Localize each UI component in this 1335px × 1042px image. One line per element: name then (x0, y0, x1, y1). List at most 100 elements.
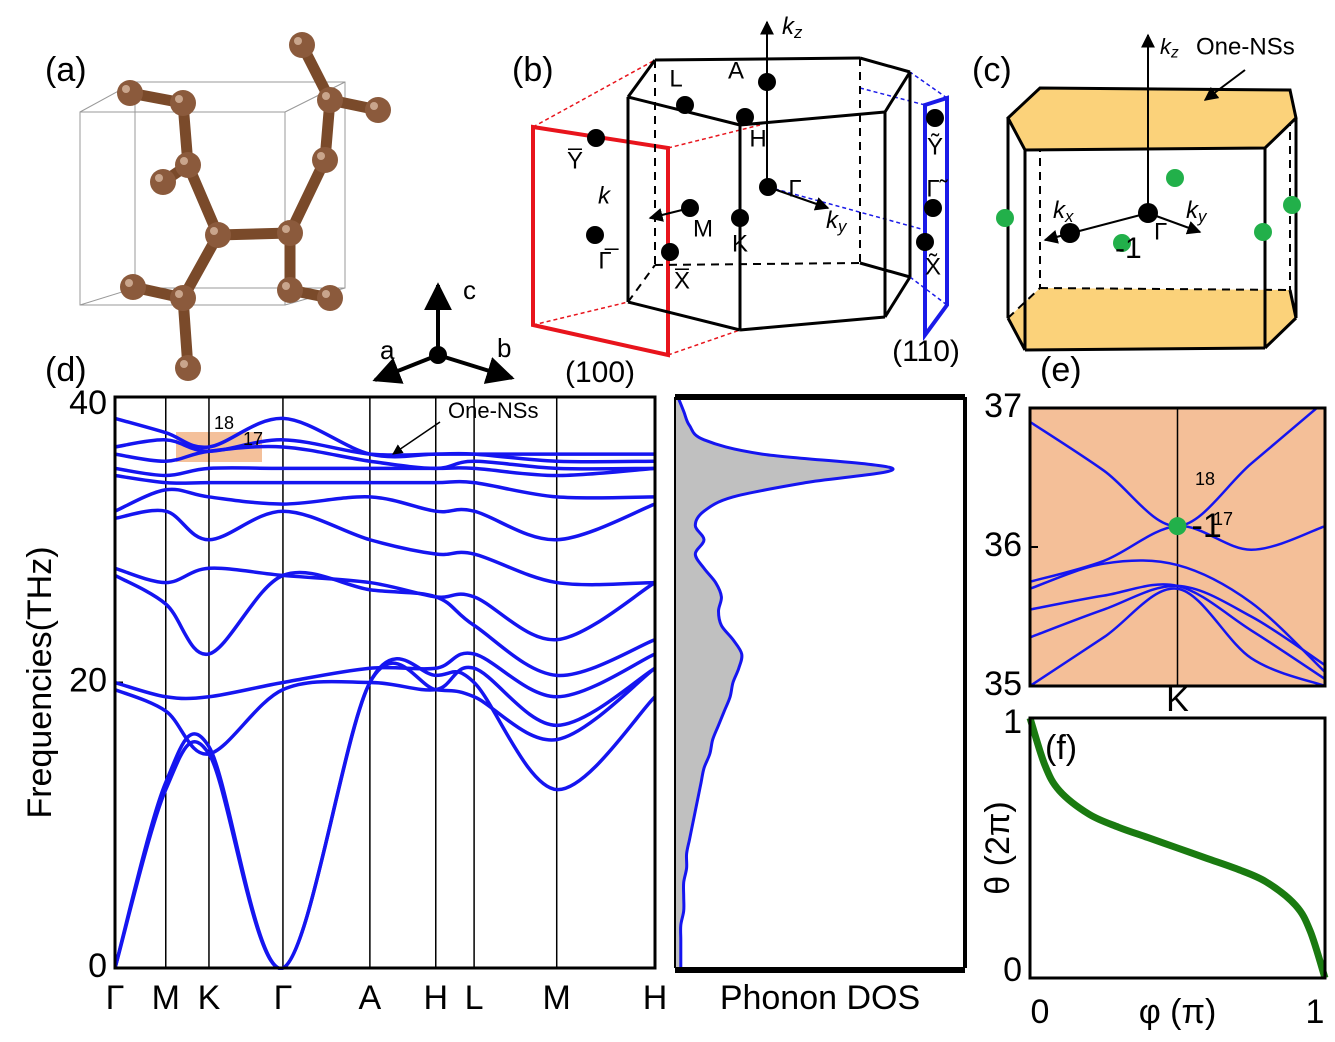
k-point (758, 73, 776, 91)
atom-highlight (322, 92, 330, 100)
label: Ỹ (927, 133, 943, 160)
atom-highlight (317, 152, 325, 160)
atom (277, 220, 303, 246)
atom (175, 152, 201, 178)
atom (175, 355, 201, 381)
y-axis-label: Frequencies(THz) (21, 546, 59, 818)
origin (429, 346, 447, 364)
atom (317, 87, 343, 113)
band-line (115, 572, 655, 675)
k-point (681, 199, 699, 217)
atom-highlight (122, 85, 130, 93)
atom-highlight (282, 225, 290, 233)
axis-label: kz (1160, 34, 1179, 62)
atom-highlight (125, 279, 133, 287)
label: X̅ (674, 267, 690, 294)
y-axis-label: θ (2π) (979, 801, 1017, 894)
projection-line (668, 330, 740, 355)
plot-lines (115, 418, 655, 968)
k-point (916, 233, 934, 251)
atom (289, 32, 315, 58)
atom-highlight (370, 102, 378, 110)
x-tick-label: M (152, 979, 180, 1017)
nodal-point (1166, 169, 1184, 187)
projection-line (668, 125, 760, 148)
dos-area (675, 397, 893, 968)
label: (100) (565, 356, 635, 389)
atom-highlight (210, 227, 218, 235)
edge (885, 277, 910, 317)
x-tick-label: H (643, 979, 668, 1017)
k-point (1060, 223, 1080, 243)
y-tick-label: 0 (1003, 951, 1022, 989)
atom (205, 222, 231, 248)
label: Γ̅ (598, 247, 618, 274)
y-tick-label: 36 (984, 526, 1022, 564)
y-tick-label: 37 (984, 387, 1022, 425)
edge (860, 58, 910, 72)
k-point (926, 109, 944, 127)
label: (110) (892, 335, 960, 368)
band-index: 18 (1195, 469, 1215, 489)
atom (150, 169, 176, 195)
label: L (669, 65, 682, 92)
edge (628, 302, 740, 330)
k-point (587, 129, 605, 147)
label: c (463, 275, 476, 305)
nodal-surface (1008, 88, 1296, 150)
atom-highlight (155, 174, 163, 182)
panel-label: (c) (972, 51, 1012, 89)
label: M (693, 215, 713, 242)
edge (740, 112, 885, 125)
projection-line (910, 277, 947, 305)
atom-highlight (294, 37, 302, 45)
y-tick-label: 20 (69, 661, 107, 699)
edge (655, 58, 860, 60)
label: Y̅ (567, 147, 583, 174)
label: Γ (1154, 218, 1167, 245)
x-tick-label: H (423, 979, 448, 1017)
panel-label: (b) (512, 51, 554, 89)
label: One-NSs (1196, 33, 1295, 60)
nodal-point (1254, 223, 1272, 241)
band-index: 18 (214, 413, 234, 433)
atom (120, 274, 146, 300)
atom-highlight (175, 290, 183, 298)
band-line (115, 663, 655, 968)
edge (628, 60, 655, 97)
atom (117, 80, 143, 106)
subscript: y (1197, 207, 1208, 226)
page: (a)cab(b)kzkykALHMKΓY̅Γ̅X̅ỸΓ̃X̃(100)(110… (0, 0, 1335, 1042)
label: A (728, 57, 744, 84)
charge-label: -1 (1115, 232, 1142, 265)
nodal-point (996, 209, 1014, 227)
edge (885, 72, 910, 112)
x-tick-label: 0 (1031, 993, 1050, 1031)
atom (170, 285, 196, 311)
x-tick-label: K (198, 979, 221, 1017)
label: H (749, 125, 766, 152)
y-tick-label: 1 (1003, 703, 1022, 741)
atom (170, 90, 196, 116)
annotation: One-NSs (448, 398, 538, 423)
band-line (115, 568, 655, 640)
edge (628, 265, 655, 302)
subscript: z (793, 23, 803, 42)
panel-label: (e) (1040, 351, 1082, 389)
edge (740, 317, 885, 330)
x-tick-label: Γ (274, 979, 293, 1017)
y-tick-label: 0 (88, 947, 107, 985)
panel-label: (a) (45, 51, 87, 89)
subscript: y (837, 217, 848, 236)
atom-highlight (180, 360, 188, 368)
atom-highlight (322, 290, 330, 298)
atom (317, 285, 343, 311)
nodal-point (1283, 196, 1301, 214)
label: K (732, 230, 748, 257)
x-axis-label: φ (π) (1139, 993, 1217, 1031)
annotation-arrow (393, 422, 440, 454)
panel-label: (f) (1045, 729, 1077, 767)
k-point (661, 243, 679, 261)
k-point (586, 226, 604, 244)
label: X̃ (925, 253, 941, 280)
